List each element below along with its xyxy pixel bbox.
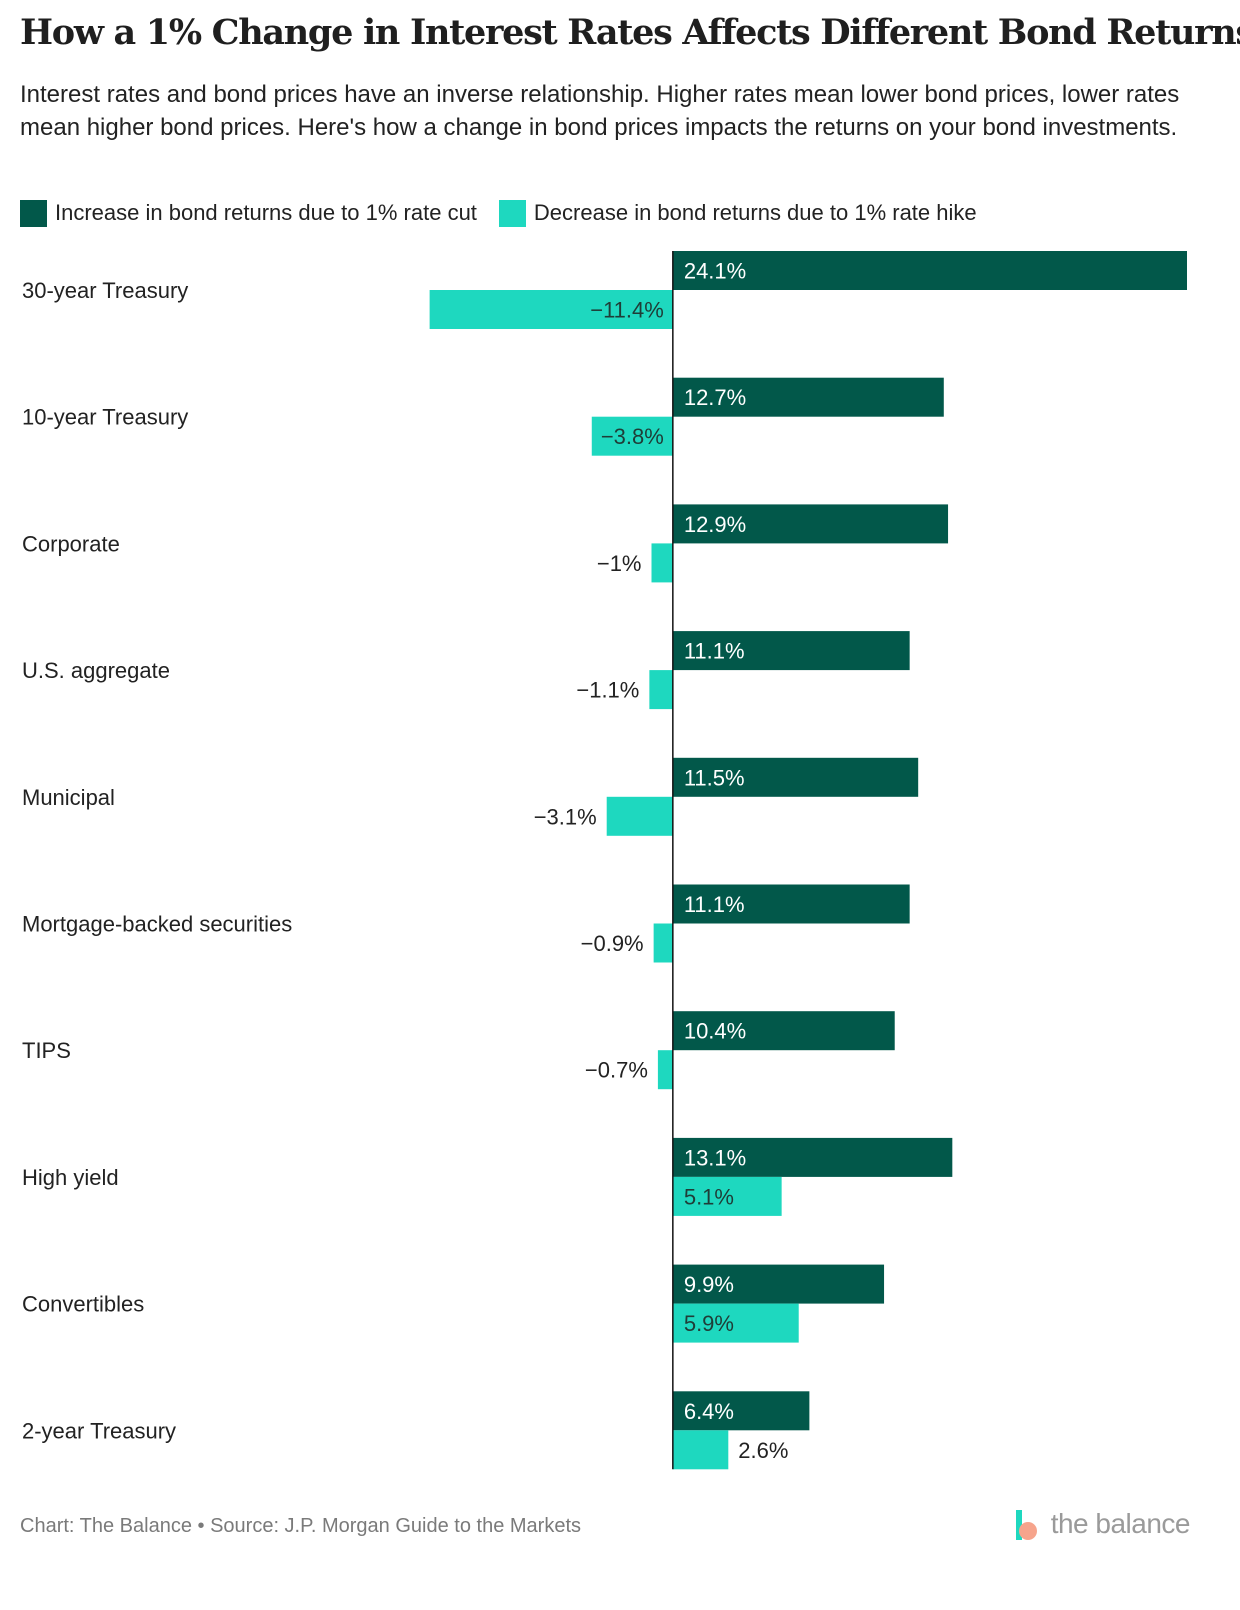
data-label-rate-hike-2-year-treasury: 2.6% xyxy=(738,1438,788,1463)
legend-swatch-rate-hike xyxy=(498,199,526,227)
data-label-rate-hike-u-s-aggregate: −1.1% xyxy=(576,678,639,703)
category-label-high-yield: High yield xyxy=(22,1165,119,1190)
legend: Increase in bond returns due to 1% rate … xyxy=(20,198,977,228)
legend-label-rate-hike: Decrease in bond returns due to 1% rate … xyxy=(533,200,977,225)
bar-rate-cut-u-s-aggregate xyxy=(672,631,910,671)
data-label-rate-hike-high-yield: 5.1% xyxy=(684,1184,734,1209)
data-label-rate-hike-corporate: −1% xyxy=(597,551,642,576)
bar-rate-cut-corporate xyxy=(672,504,949,544)
bar-rate-hike-10-year-treasury xyxy=(591,416,673,456)
bar-rate-cut-high-yield xyxy=(672,1137,953,1177)
legend-swatch-rate-cut xyxy=(20,199,47,227)
data-label-rate-hike-mortgage-backed-securities: −0.9% xyxy=(581,931,644,956)
bar-rate-hike-tips xyxy=(657,1050,673,1090)
data-label-rate-cut-mortgage-backed-securities: 11.1% xyxy=(684,892,745,917)
bar-rate-cut-2-year-treasury xyxy=(672,1391,810,1431)
bar-rate-hike-2-year-treasury xyxy=(672,1430,729,1470)
legend-item-rate-cut: Increase in bond returns due to 1% rate … xyxy=(20,199,477,227)
data-label-rate-cut-high-yield: 13.1% xyxy=(684,1145,746,1170)
category-label-mortgage-backed-securities: Mortgage-backed securities xyxy=(22,912,292,937)
bar-rate-hike-mortgage-backed-securities xyxy=(653,923,673,963)
chart-subtitle: Interest rates and bond prices have an i… xyxy=(20,81,1180,141)
data-label-rate-cut-2-year-treasury: 6.4% xyxy=(684,1399,734,1424)
legend-item-rate-hike: Decrease in bond returns due to 1% rate … xyxy=(498,199,977,227)
brand-name: the balance xyxy=(1050,1508,1191,1539)
category-label-municipal: Municipal xyxy=(22,785,115,810)
balance-logo-icon xyxy=(1015,1510,1037,1540)
category-label-u-s-aggregate: U.S. aggregate xyxy=(22,658,170,683)
data-label-rate-hike-30-year-treasury: −11.4% xyxy=(590,298,664,323)
category-label-corporate: Corporate xyxy=(22,531,120,556)
category-label-30-year-treasury: 30-year Treasury xyxy=(22,278,188,303)
data-label-rate-hike-tips: −0.7% xyxy=(585,1058,648,1083)
bar-rate-cut-convertibles xyxy=(672,1264,885,1304)
data-label-rate-cut-tips: 10.4% xyxy=(684,1019,746,1044)
brand-logo: the balance xyxy=(1013,1506,1191,1542)
bar-rate-cut-tips xyxy=(672,1011,895,1051)
data-label-rate-cut-10-year-treasury: 12.7% xyxy=(684,385,746,410)
category-label-10-year-treasury: 10-year Treasury xyxy=(22,405,188,430)
bar-rate-hike-municipal xyxy=(606,796,673,836)
bar-rate-hike-30-year-treasury xyxy=(429,290,673,329)
source-note: Chart: The Balance • Source: J.P. Morgan… xyxy=(20,1515,581,1537)
data-label-rate-hike-municipal: −3.1% xyxy=(534,804,597,829)
data-label-rate-cut-corporate: 12.9% xyxy=(684,512,746,537)
bar-rate-cut-municipal xyxy=(672,757,919,797)
bar-rate-hike-high-yield xyxy=(672,1176,782,1216)
data-label-rate-cut-30-year-treasury: 24.1% xyxy=(684,259,746,284)
category-label-convertibles: Convertibles xyxy=(22,1292,144,1317)
data-label-rate-cut-municipal: 11.5% xyxy=(684,765,745,790)
bar-rate-hike-convertibles xyxy=(672,1303,799,1343)
data-label-rate-cut-convertibles: 9.9% xyxy=(684,1272,734,1297)
data-label-rate-hike-10-year-treasury: −3.8% xyxy=(601,424,664,449)
data-label-rate-hike-convertibles: 5.9% xyxy=(684,1311,734,1336)
bar-rate-cut-30-year-treasury xyxy=(672,251,1187,290)
data-label-rate-cut-u-s-aggregate: 11.1% xyxy=(684,639,745,664)
category-label-2-year-treasury: 2-year Treasury xyxy=(22,1418,176,1443)
bar-rate-cut-10-year-treasury xyxy=(672,377,944,417)
bar-rate-hike-corporate xyxy=(651,543,673,583)
bar-rate-cut-mortgage-backed-securities xyxy=(672,884,910,924)
category-label-tips: TIPS xyxy=(22,1038,71,1063)
legend-label-rate-cut: Increase in bond returns due to 1% rate … xyxy=(55,200,477,225)
chart-title: How a 1% Change in Interest Rates Affect… xyxy=(20,12,1240,53)
bar-rate-hike-u-s-aggregate xyxy=(649,670,673,710)
